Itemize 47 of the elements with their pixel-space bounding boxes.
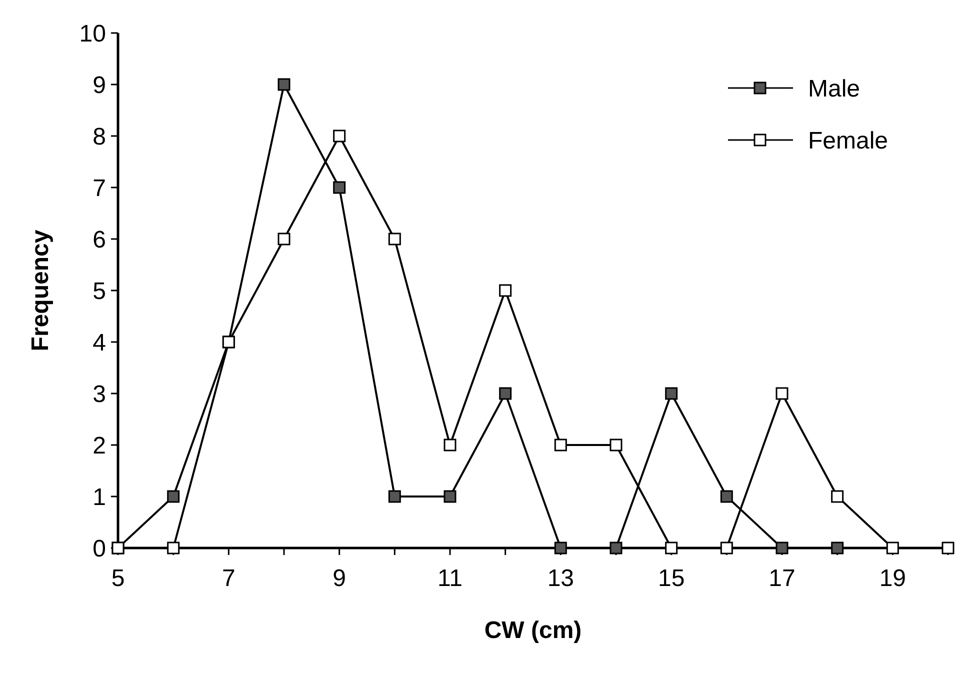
point [499,387,512,400]
legend-label: Female [808,127,888,154]
point [665,387,678,400]
point [444,490,456,503]
point [610,542,622,554]
y-tick-label: 7 [92,174,106,202]
point [333,130,346,142]
point [720,490,733,503]
point [167,542,180,554]
x-tick-label: 13 [547,565,574,592]
point [886,542,899,554]
point [831,490,844,503]
point [278,232,290,246]
point [776,542,788,554]
x-tick-label: 15 [658,565,685,592]
point [333,181,346,194]
y-tick-label: 8 [92,123,106,150]
point [720,542,733,554]
y-tick-label: 6 [92,226,106,254]
y-tick-label: 9 [92,72,106,99]
x-tick-label: 9 [332,565,346,592]
point [610,438,622,452]
y-tick-label: 1 [92,484,106,511]
legend-label: Male [808,75,860,102]
x-tick-label: 11 [438,565,462,592]
x-tick-label: 17 [768,565,796,592]
point [278,78,290,91]
point [388,490,401,503]
point [167,490,180,503]
point [665,542,678,554]
y-axis-title: Frequency [27,229,54,352]
point [388,232,401,246]
x-tick-label: 7 [222,565,236,592]
y-tick-label: 10 [79,20,106,48]
point [776,387,788,400]
point [554,542,567,554]
y-tick-label: 4 [92,329,106,356]
y-tick-label: 2 [92,432,106,460]
y-tick-label: 0 [92,535,106,562]
point [499,284,512,297]
y-tick-label: 5 [92,278,106,305]
point [554,438,567,452]
point [444,438,456,452]
x-tick-label: 19 [879,565,906,592]
x-axis-title: CW (cm) [484,617,582,644]
y-tick-label: 3 [92,380,106,408]
x-tick-label: 5 [111,565,125,592]
